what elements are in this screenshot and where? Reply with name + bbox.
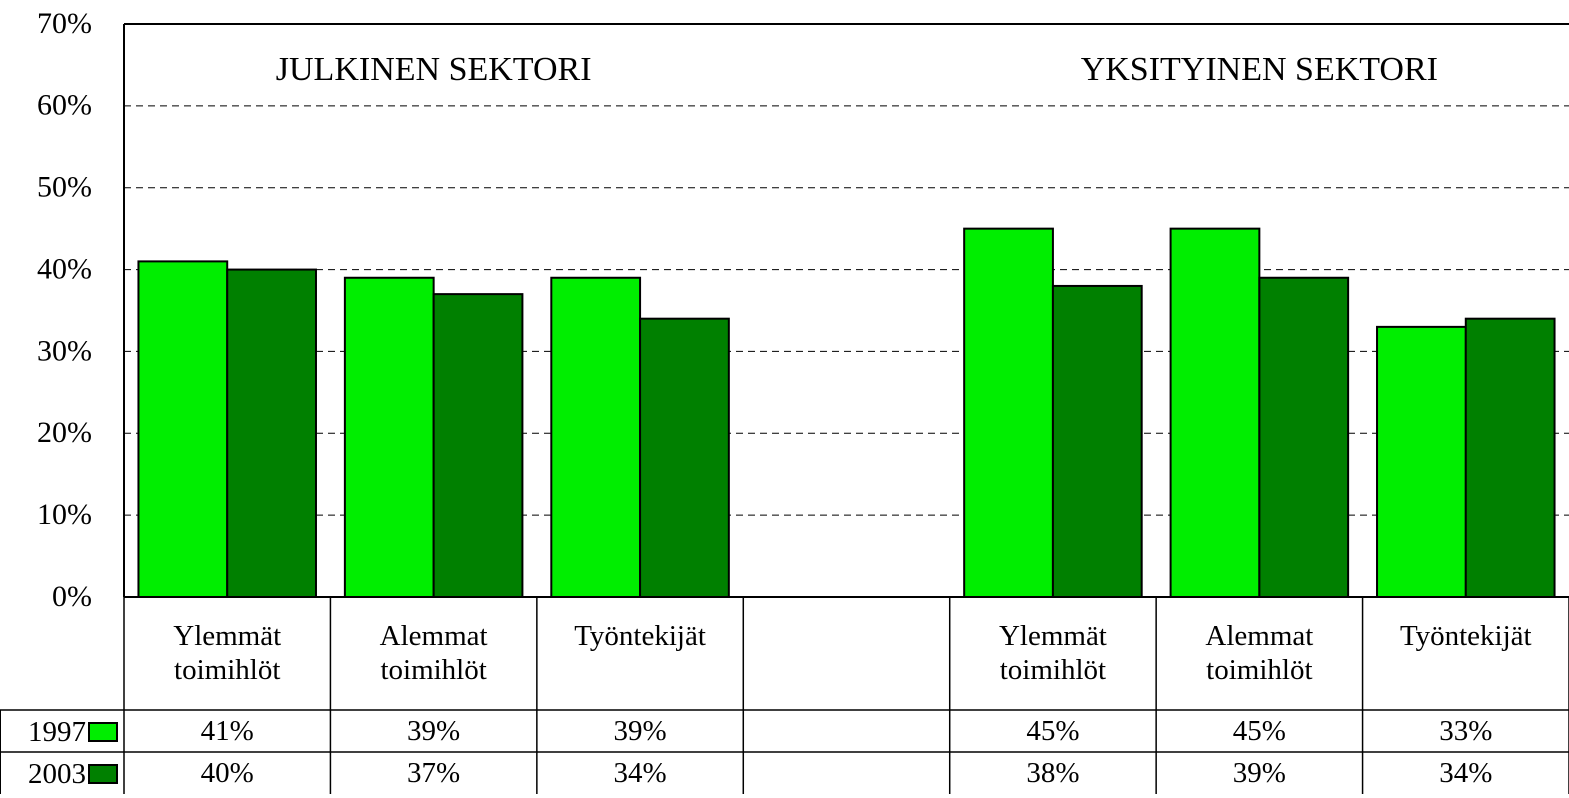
- x-tick-label: Ylemmät toimihlöt: [998, 620, 1107, 686]
- table-value: 34%: [613, 757, 667, 789]
- legend-label: 2003: [28, 758, 86, 790]
- table-value: 39%: [613, 715, 667, 747]
- bar: [1169, 227, 1261, 598]
- table-value: 38%: [1026, 757, 1080, 789]
- bar: [550, 276, 642, 598]
- bar: [1258, 276, 1350, 598]
- y-tick-label: 50%: [37, 171, 92, 204]
- table-value: 41%: [200, 715, 254, 747]
- y-tick-label: 10%: [37, 498, 92, 531]
- table-value: 45%: [1026, 715, 1080, 747]
- bar: [963, 227, 1054, 598]
- y-tick-label: 40%: [37, 252, 92, 285]
- bar: [432, 293, 524, 598]
- x-tick-label: Työntekijät: [1399, 620, 1532, 652]
- table-value: 40%: [200, 757, 254, 789]
- table-value: 39%: [1232, 757, 1286, 789]
- legend-entry: 1997: [0, 711, 124, 753]
- y-tick-label: 0%: [52, 580, 92, 613]
- x-tick-label: Työntekijät: [574, 620, 706, 652]
- y-tick-label: 30%: [37, 334, 92, 367]
- table-value: 39%: [407, 715, 461, 747]
- legend-label: 1997: [28, 716, 86, 748]
- legend-swatch: [88, 764, 118, 784]
- bar: [1464, 317, 1556, 598]
- y-tick-label: 20%: [37, 416, 92, 449]
- table-value: 37%: [407, 757, 461, 789]
- x-tick-label: Ylemmät toimihlöt: [173, 620, 282, 686]
- table-value: 34%: [1439, 757, 1493, 789]
- y-tick-label: 60%: [37, 89, 92, 122]
- x-tick-label: Alemmat toimihlöt: [1205, 620, 1314, 686]
- bar: [343, 276, 435, 598]
- x-tick-label: Alemmat toimihlöt: [379, 620, 488, 686]
- legend-swatch: [88, 722, 118, 742]
- bar: [137, 260, 229, 598]
- bar: [1376, 325, 1467, 598]
- sector-label: YKSITYINEN SEKTORI: [1081, 51, 1438, 88]
- bar: [639, 317, 730, 598]
- y-tick-label: 70%: [37, 7, 92, 40]
- bar: [226, 268, 317, 598]
- bar: [1051, 284, 1143, 598]
- table-value: 33%: [1439, 715, 1493, 747]
- legend-entry: 2003: [0, 753, 124, 795]
- sector-label: JULKINEN SEKTORI: [276, 51, 592, 88]
- table-value: 45%: [1232, 715, 1286, 747]
